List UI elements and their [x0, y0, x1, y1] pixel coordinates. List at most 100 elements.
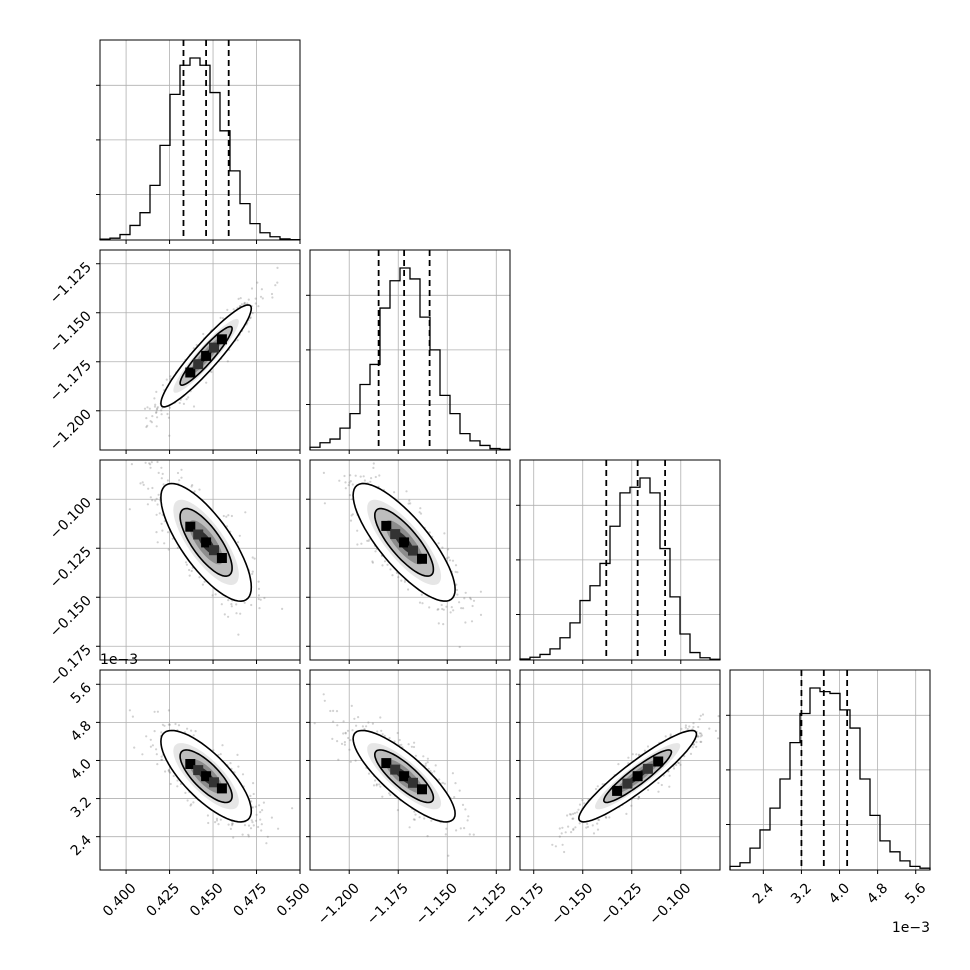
- sample-point: [576, 811, 579, 814]
- sample-point: [150, 421, 153, 424]
- sample-point: [206, 814, 209, 817]
- sample-point: [176, 785, 179, 788]
- sample-point: [226, 308, 229, 311]
- sample-point: [185, 398, 188, 401]
- sample-point: [243, 601, 246, 604]
- sample-point: [627, 756, 630, 759]
- sample-point: [141, 753, 144, 756]
- sample-point: [430, 819, 433, 822]
- sample-point: [441, 607, 444, 611]
- sample-point: [343, 743, 346, 746]
- sample-point: [167, 709, 170, 712]
- sample-point: [561, 843, 564, 846]
- sample-point: [454, 782, 457, 785]
- sample-point: [167, 548, 170, 551]
- sample-point: [449, 611, 452, 614]
- sample-point: [147, 487, 150, 490]
- sample-point: [551, 843, 554, 846]
- sample-point: [426, 835, 429, 838]
- sample-point: [455, 583, 458, 586]
- sample-point: [256, 281, 259, 284]
- sample-point: [597, 818, 600, 821]
- sample-point: [178, 479, 181, 482]
- sample-point: [238, 305, 241, 308]
- y-tick-label: −1.175: [47, 357, 95, 405]
- sample-point: [585, 826, 588, 829]
- sample-point: [348, 494, 352, 497]
- sample-point: [374, 475, 377, 479]
- sample-point: [231, 822, 234, 825]
- y-tick-label: −1.200: [47, 406, 95, 454]
- sample-point: [472, 833, 475, 836]
- sample-point: [160, 522, 163, 525]
- sample-point: [227, 514, 230, 517]
- sample-point: [596, 822, 599, 825]
- sample-point: [145, 735, 148, 738]
- sample-point: [221, 317, 225, 320]
- sample-point: [422, 755, 425, 758]
- sample-point: [155, 390, 158, 393]
- sample-point: [578, 822, 581, 825]
- scatter-panel-1-0: [99, 249, 301, 451]
- sample-point: [592, 832, 596, 835]
- density-block: [632, 771, 643, 782]
- sample-point: [254, 302, 257, 305]
- sample-point: [338, 479, 341, 482]
- sample-point: [160, 413, 163, 416]
- sample-point: [577, 808, 580, 811]
- sample-point: [573, 812, 577, 815]
- sample-point: [472, 599, 476, 602]
- sample-point: [459, 827, 462, 830]
- sample-point: [176, 779, 179, 782]
- sample-point: [262, 801, 265, 804]
- sample-point: [128, 508, 131, 511]
- sample-point: [479, 590, 482, 593]
- sample-point: [249, 317, 252, 320]
- sample-point: [558, 835, 561, 838]
- sample-point: [349, 474, 352, 477]
- density-block: [381, 520, 392, 531]
- sample-point: [222, 514, 225, 518]
- sample-point: [192, 347, 195, 350]
- density-block: [399, 537, 410, 548]
- sample-point: [237, 297, 240, 300]
- scatter-panel-3-1: [309, 669, 511, 871]
- sample-point: [355, 724, 358, 727]
- sample-point: [149, 496, 152, 499]
- sample-point: [344, 481, 347, 484]
- sample-point: [160, 731, 163, 734]
- sample-point: [177, 724, 181, 727]
- panel-frame: [99, 249, 301, 451]
- sample-point: [260, 823, 263, 826]
- sample-point: [153, 397, 156, 400]
- sample-point: [376, 730, 379, 733]
- sample-point: [229, 827, 232, 831]
- sample-point: [151, 486, 154, 490]
- sample-point: [367, 539, 370, 543]
- x-tick-label: 0.450: [187, 880, 227, 920]
- sample-point: [414, 813, 417, 816]
- sample-point: [167, 769, 170, 772]
- sample-point: [243, 302, 246, 305]
- sample-point: [322, 471, 325, 474]
- sample-point: [167, 416, 170, 419]
- sample-point: [276, 281, 279, 284]
- sample-point: [270, 292, 274, 296]
- sample-point: [381, 733, 384, 736]
- sample-point: [356, 543, 359, 546]
- density-block: [185, 521, 196, 532]
- y-tick-label: −0.125: [47, 544, 95, 592]
- sample-point: [247, 833, 250, 836]
- sample-point: [684, 726, 687, 729]
- sample-point: [351, 483, 354, 486]
- density-block: [216, 783, 227, 794]
- sample-point: [225, 525, 229, 528]
- x-tick-label: −1.175: [364, 880, 412, 928]
- sample-point: [458, 601, 461, 604]
- sample-point: [371, 560, 374, 563]
- scatter-panel-2-1: [309, 459, 511, 661]
- density-block: [408, 777, 418, 788]
- sample-point: [323, 502, 326, 505]
- sample-point: [291, 807, 294, 810]
